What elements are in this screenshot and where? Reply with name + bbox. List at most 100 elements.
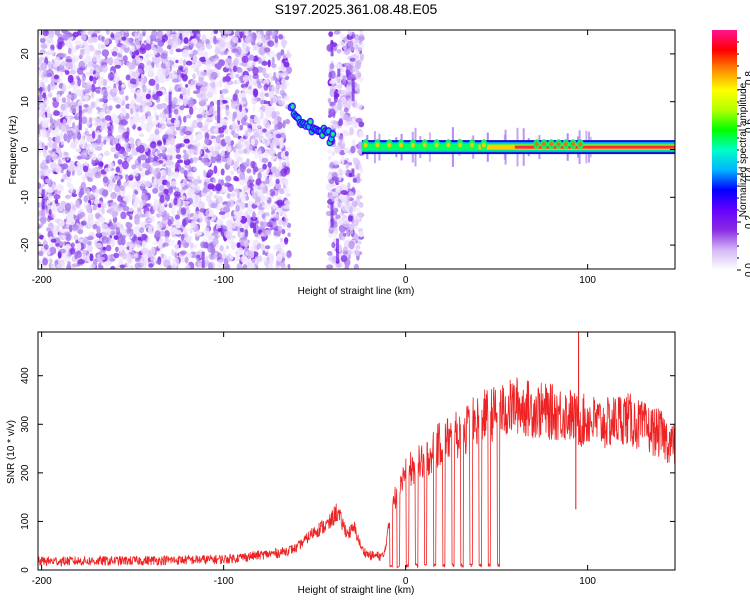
spectrogram-noise-cell (112, 87, 119, 93)
spectrogram-noise-cell (180, 234, 185, 241)
spectrogram-noise-cell (252, 192, 258, 200)
spectrogram-noise-cell (74, 251, 79, 260)
spectrogram-noise-cell (135, 240, 142, 245)
spectrogram-noise-cell (165, 61, 171, 68)
spectrogram-noise-cell (352, 219, 359, 227)
spectrogram-noise-cell (248, 85, 252, 91)
spectrogram-noise-cell (39, 170, 46, 176)
spectrogram-noise-cell (179, 182, 185, 188)
spectrogram-noise-cell (244, 203, 248, 208)
spectrogram-noise-cell (146, 237, 151, 243)
spectrogram-noise-cell (175, 59, 179, 64)
spectrogram-noise-cell (95, 118, 102, 127)
spectrogram-noise-cell (44, 98, 49, 106)
spectrogram-noise-cell (103, 150, 110, 157)
spectrogram-noise-cell (95, 232, 103, 238)
spectrogram-noise-cell (162, 213, 170, 221)
spectrogram-noise-cell (154, 128, 160, 136)
spectrogram-noise-cell (272, 219, 278, 229)
spectrogram-noise-cell (98, 265, 104, 269)
spectrogram-noise-cell (98, 160, 104, 170)
spectrogram-noise-cell (86, 116, 93, 125)
spectrogram-noise-cell (171, 64, 179, 69)
spectrogram-noise-cell (86, 130, 90, 137)
spectrogram-noise-cell (76, 67, 84, 75)
spectrogram-noise-cell (140, 43, 146, 52)
spectrogram-noise-cell (83, 93, 89, 102)
spectrogram-noise-cell (47, 136, 53, 142)
spectrogram-noise-cell (200, 86, 207, 95)
spectrogram-noise-cell (71, 56, 77, 65)
spectrogram-noise-cell (357, 72, 361, 78)
spectrogram-noise-cell (343, 107, 349, 113)
spectrogram-noise-cell (85, 46, 90, 54)
spectrogram-noise-cell (179, 58, 184, 65)
spectrogram-noise-cell (65, 62, 73, 68)
spectrogram-noise-cell (97, 42, 102, 50)
spectrogram-noise-cell (226, 245, 229, 250)
spectrogram-noise-cell (159, 112, 164, 119)
spectrogram-noise-cell (349, 127, 354, 136)
spectrogram-noise-cell (86, 236, 94, 241)
spectrogram-noise-cell (102, 246, 106, 251)
spectrogram-noise-cell (248, 30, 252, 33)
spectrogram-noise-cell (358, 231, 365, 238)
spectrogram-noise-cell (328, 71, 333, 80)
spectrogram-noise-cell (64, 85, 71, 90)
spectrogram-noise-cell (356, 103, 363, 110)
spectrogram-noise-cell (251, 258, 258, 263)
spectrogram-noise-cell (144, 217, 149, 226)
spectrogram-noise-cell (285, 146, 291, 151)
spectrogram-noise-cell (261, 236, 266, 242)
spectrogram-noise-cell (252, 212, 257, 220)
spectrogram-noise-cell (173, 108, 179, 115)
spectrogram-noise-cell (82, 140, 87, 145)
spectrogram-noise-cell (235, 66, 243, 73)
spectrogram-noise-cell (171, 249, 175, 256)
spectrogram-noise-cell (47, 129, 51, 134)
spectrogram-noise-cell (169, 48, 174, 55)
spectrogram-noise-cell (78, 191, 83, 199)
spectrogram-noise-cell (221, 149, 225, 157)
spectrogram-noise-cell (203, 181, 208, 188)
spectrogram-noise-cell (198, 197, 202, 205)
spectrogram-noise-cell (70, 183, 74, 192)
spectrogram-noise-cell (357, 149, 363, 155)
spectrogram-noise-cell (163, 259, 171, 268)
spectrogram-noise-cell (249, 38, 255, 44)
spectrogram-noise-cell (122, 108, 127, 117)
spectrogram-noise-cell (151, 120, 159, 126)
spectrogram-noise-cell (159, 118, 163, 124)
spectrogram-noise-cell (155, 178, 163, 185)
spectrogram-noise-cell (105, 85, 112, 90)
spectrogram-noise-cell (115, 104, 121, 109)
spectrogram-noise-cell (70, 141, 77, 149)
spectrogram-noise-cell (180, 207, 187, 215)
spectrogram-noise-cell (179, 32, 183, 40)
spectrogram-noise-cell (179, 167, 185, 174)
spectrogram-noise-cell (125, 148, 131, 153)
spectrogram-noise-cell (47, 205, 52, 210)
spectrogram-noise-cell (210, 245, 216, 255)
spectrogram-noise-cell (262, 117, 268, 124)
spectrogram-noise-cell (284, 156, 289, 164)
spectrogram-noise-cell (241, 41, 246, 49)
spectrogram-noise-cell (55, 165, 62, 174)
spectrogram-noise-cell (50, 168, 57, 173)
spectrogram-noise-cell (166, 180, 170, 189)
spectrogram-noise-cell (223, 206, 231, 213)
spectrogram-noise-cell (129, 265, 134, 269)
spectrogram-noise-cell (142, 84, 147, 93)
spectrogram-noise-cell (215, 135, 221, 144)
spectrogram-noise-cell (357, 142, 364, 150)
spectrogram-noise-cell (216, 252, 223, 260)
spectrogram-noise-cell (355, 164, 360, 170)
spectrogram-noise-cell (40, 165, 49, 170)
spectrogram-noise-cell (261, 35, 266, 45)
spectrogram-noise-cell (118, 128, 124, 134)
x-tick-label: 100 (579, 576, 596, 587)
spectrogram-noise-cell (103, 37, 110, 46)
spectrogram-noise-cell (112, 96, 118, 102)
spectrogram-noise-cell (141, 240, 147, 249)
spectrogram-noise-cell (182, 202, 189, 208)
